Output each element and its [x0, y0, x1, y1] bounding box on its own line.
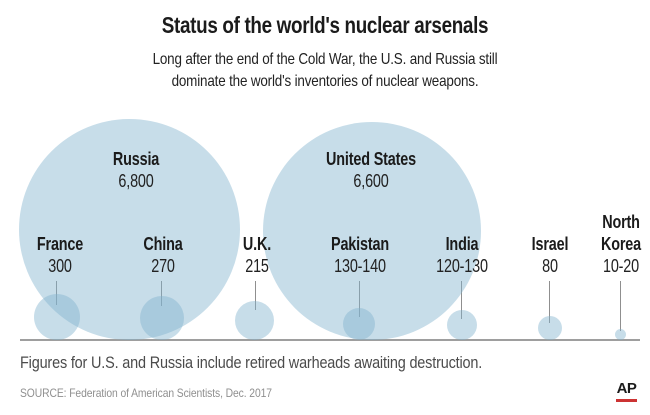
leader-line-north-korea — [620, 281, 621, 331]
country-name: Israel — [531, 234, 569, 254]
page-subtitle: Long after the end of the Cold War, the … — [52, 49, 598, 93]
footnote: Figures for U.S. and Russia include reti… — [20, 353, 483, 372]
country-name: Pakistan — [331, 234, 389, 254]
bubble-israel — [538, 316, 562, 340]
subtitle-line-1: Long after the end of the Cold War, the … — [152, 51, 498, 68]
label-china: China 270 — [143, 233, 182, 277]
country-value: 6,600 — [353, 171, 389, 191]
country-value: 215 — [245, 256, 269, 276]
ap-logo: AP — [616, 381, 637, 402]
country-value: 270 — [151, 256, 175, 276]
country-value: 120-130 — [436, 256, 488, 276]
leader-line-israel — [549, 281, 550, 323]
label-pakistan: Pakistan 130-140 — [331, 233, 389, 277]
bubble-pakistan — [343, 308, 375, 340]
country-value: 6,800 — [118, 171, 154, 191]
bubble-india — [447, 310, 477, 340]
bubble-china — [140, 296, 184, 340]
label-france: France 300 — [37, 233, 83, 277]
country-value: 130-140 — [334, 256, 386, 276]
bubble-uk — [235, 301, 274, 340]
label-north-korea: North Korea 10-20 — [595, 211, 646, 277]
bubble-russia — [19, 119, 240, 340]
country-name: France — [36, 234, 84, 254]
source-line: SOURCE: Federation of American Scientist… — [20, 386, 272, 400]
label-united-states: United States 6,600 — [326, 148, 416, 192]
bubble-united-states — [263, 122, 481, 340]
country-name: China — [143, 234, 183, 254]
leader-line-france — [56, 281, 57, 305]
country-name: Russia — [112, 149, 160, 169]
country-name: U.K. — [242, 234, 272, 254]
chart-baseline — [20, 339, 640, 341]
subtitle-line-2: dominate the world's inventories of nucl… — [171, 73, 479, 90]
bubble-france — [34, 294, 80, 340]
country-value: 80 — [542, 256, 558, 276]
label-uk: U.K. 215 — [243, 233, 271, 277]
ap-logo-text: AP — [616, 380, 637, 397]
label-russia: Russia 6,800 — [113, 148, 159, 192]
ap-logo-underline — [616, 399, 637, 402]
page-title: Status of the world's nuclear arsenals — [161, 12, 489, 38]
label-india: India 120-130 — [436, 233, 488, 277]
leader-line-china — [161, 281, 162, 306]
country-value: 300 — [48, 256, 72, 276]
country-value: 10-20 — [602, 256, 640, 276]
country-name: India — [445, 234, 479, 254]
label-israel: Israel 80 — [532, 233, 569, 277]
leader-line-uk — [255, 281, 256, 310]
leader-line-india — [461, 281, 462, 319]
country-name: United States — [326, 149, 416, 169]
bubble-north-korea — [615, 329, 626, 340]
country-name: North Korea — [600, 212, 642, 254]
leader-line-pakistan — [359, 281, 360, 317]
